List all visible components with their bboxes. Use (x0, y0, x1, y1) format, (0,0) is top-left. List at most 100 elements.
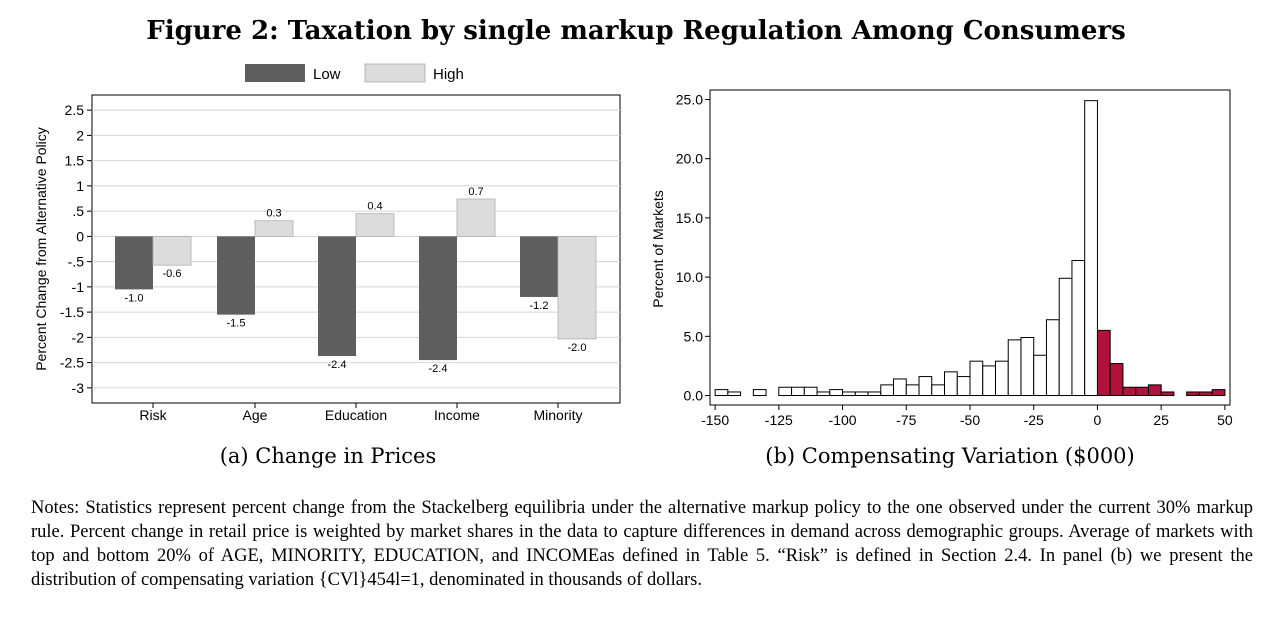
histogram-bar (1020, 337, 1035, 397)
panel-b-x-tick-label: -100 (829, 412, 857, 428)
panel-a-y-tick-label: -2 (72, 329, 85, 345)
histogram-bar (842, 391, 856, 397)
data-label: 0.4 (367, 201, 382, 213)
panel-a-x-tick-label: Age (243, 407, 268, 423)
data-label: -2.4 (429, 363, 448, 375)
panel-a-x-tick-label: Risk (139, 407, 167, 423)
panel-a-caption: (a) Change in Prices (220, 444, 437, 468)
histogram-bar (982, 365, 996, 397)
histogram-bar (791, 386, 805, 397)
histogram-bar (1033, 354, 1047, 397)
histogram-bar (1084, 100, 1098, 397)
legend-low-label: Low (313, 66, 341, 83)
panel-b-x-tick-label: -25 (1024, 412, 1044, 428)
panel-b-y-tick-label: 20.0 (676, 151, 703, 167)
histogram-bar (1007, 339, 1022, 397)
panel-b-x-tick-label: -150 (701, 412, 729, 428)
bar-low-minority (520, 236, 558, 297)
panel-b-x-tick-label: -125 (765, 412, 793, 428)
panel-a-y-tick-label: -3 (72, 380, 85, 396)
panel-b-y-tick-label: 15.0 (676, 210, 703, 226)
histogram-bar (994, 360, 1009, 397)
bar-high-risk (152, 235, 192, 266)
histogram-bar (944, 371, 958, 397)
histogram-bar (1122, 386, 1137, 397)
panel-b-x-tick-label: -75 (896, 412, 916, 428)
histogram-bar (1147, 384, 1162, 397)
data-label: -1.2 (530, 300, 549, 312)
panel-a-y-tick-label: 2.5 (65, 102, 85, 118)
panel-a-x-tick-label: Education (325, 407, 387, 423)
panel-a-chart: Low High 2.521.51.50-.5-1-1.5-2-2.5-3 -1… (33, 63, 621, 468)
bar-high-minority (557, 235, 597, 340)
panel-a-y-tick-label: 1.5 (65, 153, 85, 169)
legend-high-swatch (364, 63, 426, 83)
figure-title: Figure 2: Taxation by single markup Regu… (146, 16, 1126, 46)
panel-a-y-tick-label: .5 (72, 203, 84, 219)
histogram-bar (803, 386, 818, 397)
histogram-bar (1109, 363, 1124, 397)
legend-low-swatch (245, 64, 305, 82)
data-label: -0.6 (163, 268, 182, 280)
histogram-bar (1160, 391, 1175, 397)
histogram-bar (1186, 391, 1200, 397)
data-label: -2.0 (568, 342, 587, 354)
bar-low-income (419, 236, 457, 361)
panel-b-x-tick-label: 50 (1217, 412, 1233, 428)
histogram-bar (727, 391, 742, 397)
panel-b-y-tick-label: 25.0 (676, 91, 703, 107)
panel-a-y-tick-label: 2 (76, 127, 84, 143)
panel-a-y-tick-label: -1 (72, 279, 85, 295)
histogram-bar (778, 386, 793, 397)
data-label: 0.3 (266, 208, 281, 220)
histogram-bar (714, 389, 729, 397)
panel-a-y-tick-label: 1 (76, 178, 84, 194)
bar-low-education (318, 236, 356, 357)
histogram-bar (931, 384, 946, 397)
histogram-bar (1045, 319, 1060, 397)
panel-a-y-tick-label: -2.5 (60, 355, 84, 371)
histogram-bar (969, 360, 984, 397)
panel-b-y-tick-label: 10.0 (676, 269, 703, 285)
data-label: -2.4 (328, 359, 347, 371)
panel-b-x-tick-label: 0 (1094, 412, 1102, 428)
panel-a-x-tick-label: Minority (533, 407, 582, 423)
panel-a-x-tick-label: Income (434, 407, 480, 423)
panel-b-caption: (b) Compensating Variation ($000) (765, 444, 1134, 468)
histogram-bar (1135, 386, 1149, 397)
panel-a-y-tick-label: -1.5 (60, 304, 84, 320)
legend-high-label: High (433, 66, 464, 83)
panel-b-chart: 0.0 5.0 10.0 15.0 20.0 25.0 -150 -125 -100 -75 -50… (650, 89, 1233, 468)
panel-b-y-tick-label: 5.0 (684, 328, 704, 344)
bar-low-age (217, 236, 255, 315)
histogram-bar (956, 376, 971, 397)
histogram-bar (893, 378, 907, 397)
bar-high-education (355, 213, 395, 237)
data-label: -1.0 (125, 292, 144, 304)
histogram-bar (1211, 389, 1226, 397)
bar-low-risk (115, 236, 153, 290)
panel-b-y-tick-label: 0.0 (684, 388, 704, 404)
histogram-bar (1096, 329, 1111, 397)
histogram-bar (829, 389, 844, 397)
histogram-bar (1198, 391, 1213, 397)
panel-a-y-axis-label: Percent Change from Alternative Policy (33, 127, 49, 371)
figure-charts: Low High 2.521.51.50-.5-1-1.5-2-2.5-3 -1… (33, 63, 1233, 468)
histogram-bar (1058, 277, 1073, 397)
histogram-bar (880, 384, 895, 397)
histogram-bar (752, 389, 767, 397)
panel-a-y-tick-label: 0 (76, 228, 84, 244)
figure-notes: Notes: Statistics represent percent chan… (31, 498, 1253, 590)
histogram-bar (867, 391, 882, 397)
histogram-bar (854, 391, 869, 397)
bar-high-age (254, 220, 294, 237)
panel-b-x-tick-label: 25 (1153, 412, 1169, 428)
histogram-bar (816, 391, 831, 397)
histogram-bar (905, 384, 920, 397)
data-label: -1.5 (227, 318, 246, 330)
data-label: 0.7 (468, 186, 483, 198)
histogram-bar (1071, 260, 1086, 397)
panel-b-plot-area (709, 89, 1231, 406)
panel-b-y-axis-label: Percent of Markets (650, 190, 666, 308)
bar-high-income (456, 198, 496, 237)
